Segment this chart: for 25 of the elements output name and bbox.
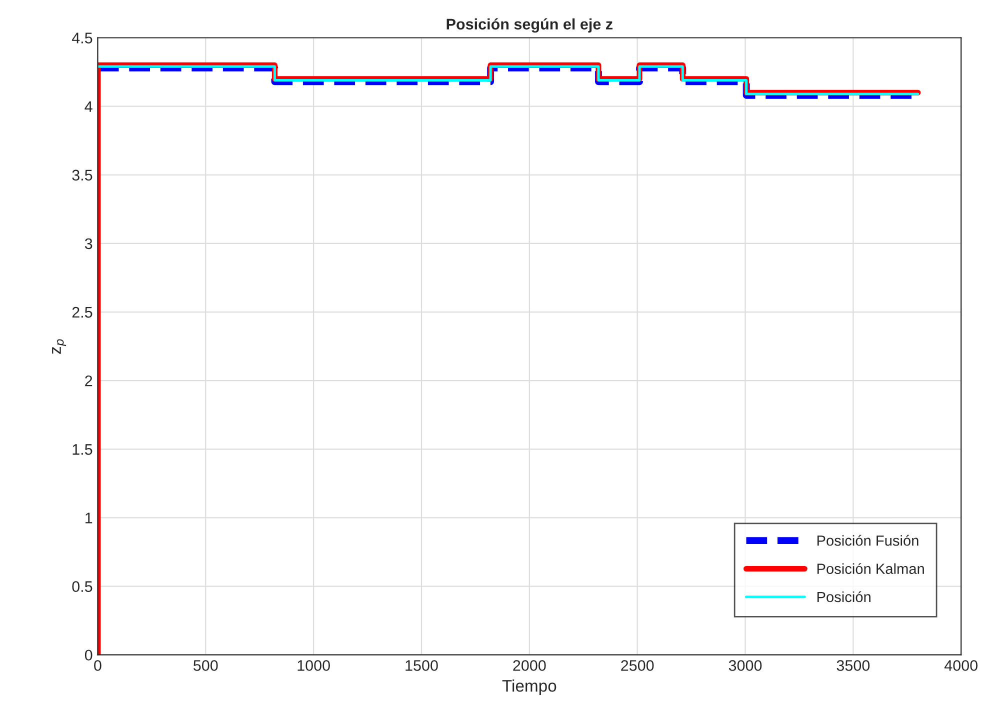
x-tick-label: 500 <box>194 660 218 671</box>
x-tick-label: 2500 <box>621 660 654 671</box>
x-tick-label: 2000 <box>513 660 546 671</box>
y-tick-label: 1.5 <box>72 444 92 455</box>
y-tick-label: 3.5 <box>72 170 92 181</box>
y-tick-label: 4.5 <box>72 32 92 44</box>
x-axis-title: Tiempo <box>502 680 556 696</box>
y-tick-label: 4 <box>84 101 92 112</box>
x-tick-label: 4000 <box>944 660 978 671</box>
y-tick-label: 0 <box>84 650 92 661</box>
y-tick-label: 0.5 <box>72 581 92 592</box>
y-tick-label: 1 <box>86 512 92 524</box>
legend-label: Posición Fusión <box>817 534 918 546</box>
y-tick-label: 2.5 <box>72 306 92 318</box>
x-tick-label: 0 <box>94 660 102 671</box>
legend-label: Posición <box>817 591 870 602</box>
x-tick-label: 1000 <box>298 660 330 671</box>
chart-title: Posición según el eje z <box>446 18 612 33</box>
legend-label: Posición Kalman <box>817 563 924 574</box>
x-tick-label: 1500 <box>406 660 438 671</box>
x-tick-label: 3000 <box>728 660 762 671</box>
y-tick-label: 3 <box>84 238 92 250</box>
x-tick-label: 3500 <box>836 660 870 671</box>
y-axis-title: z$_{p}$ <box>52 339 66 354</box>
y-tick-label: 2 <box>85 375 92 386</box>
